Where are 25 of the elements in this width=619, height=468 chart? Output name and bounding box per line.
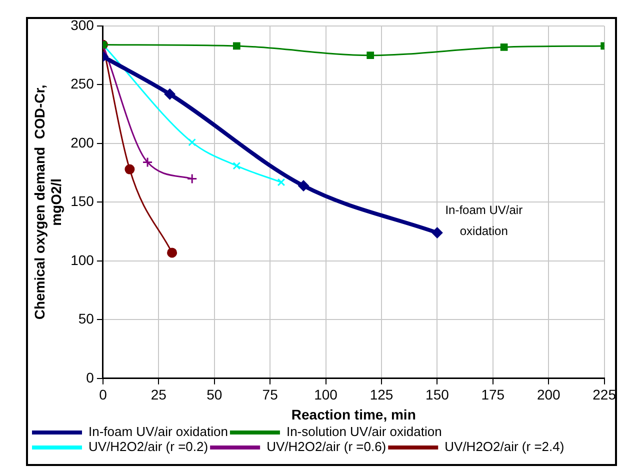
y-tick-label: 200 xyxy=(70,134,94,150)
annotation: In-foam UV/air oxidation xyxy=(445,203,523,238)
x-tick-label: 75 xyxy=(262,386,278,403)
y-tick-label: 250 xyxy=(70,76,94,92)
x-tick-label: 175 xyxy=(481,386,505,403)
legend-label: UV/H2O2/air (r =0.6) xyxy=(266,439,386,454)
y-tick-label: 100 xyxy=(70,252,94,268)
legend-label: UV/H2O2/air (r =2.4) xyxy=(444,439,564,454)
x-tick-label: 0 xyxy=(99,386,108,403)
legend-label: In-solution UV/air oxidation xyxy=(286,424,442,440)
legend-label: In-foam UV/air oxidation xyxy=(88,424,228,440)
x-tick-label: 200 xyxy=(536,386,561,403)
x-tick-label: 150 xyxy=(426,386,450,403)
y-tick-label: 300 xyxy=(70,16,94,33)
y-tick-label: 50 xyxy=(78,310,94,327)
x-tick-label: 100 xyxy=(314,386,338,403)
y-tick-label: 0 xyxy=(86,369,94,386)
x-tick-label: 125 xyxy=(370,386,394,403)
x-tick-label: 50 xyxy=(206,386,222,403)
legend-label: UV/H2O2/air (r =0.2) xyxy=(88,439,208,454)
x-tick-label: 225 xyxy=(592,386,616,403)
x-tick-label: 25 xyxy=(150,386,167,403)
x-axis-title: Reaction time, min xyxy=(291,406,416,422)
y-axis-title: Chemical oxygen demand COD-Cr, mgO2/l xyxy=(31,84,64,320)
y-tick-label: 150 xyxy=(70,193,94,210)
